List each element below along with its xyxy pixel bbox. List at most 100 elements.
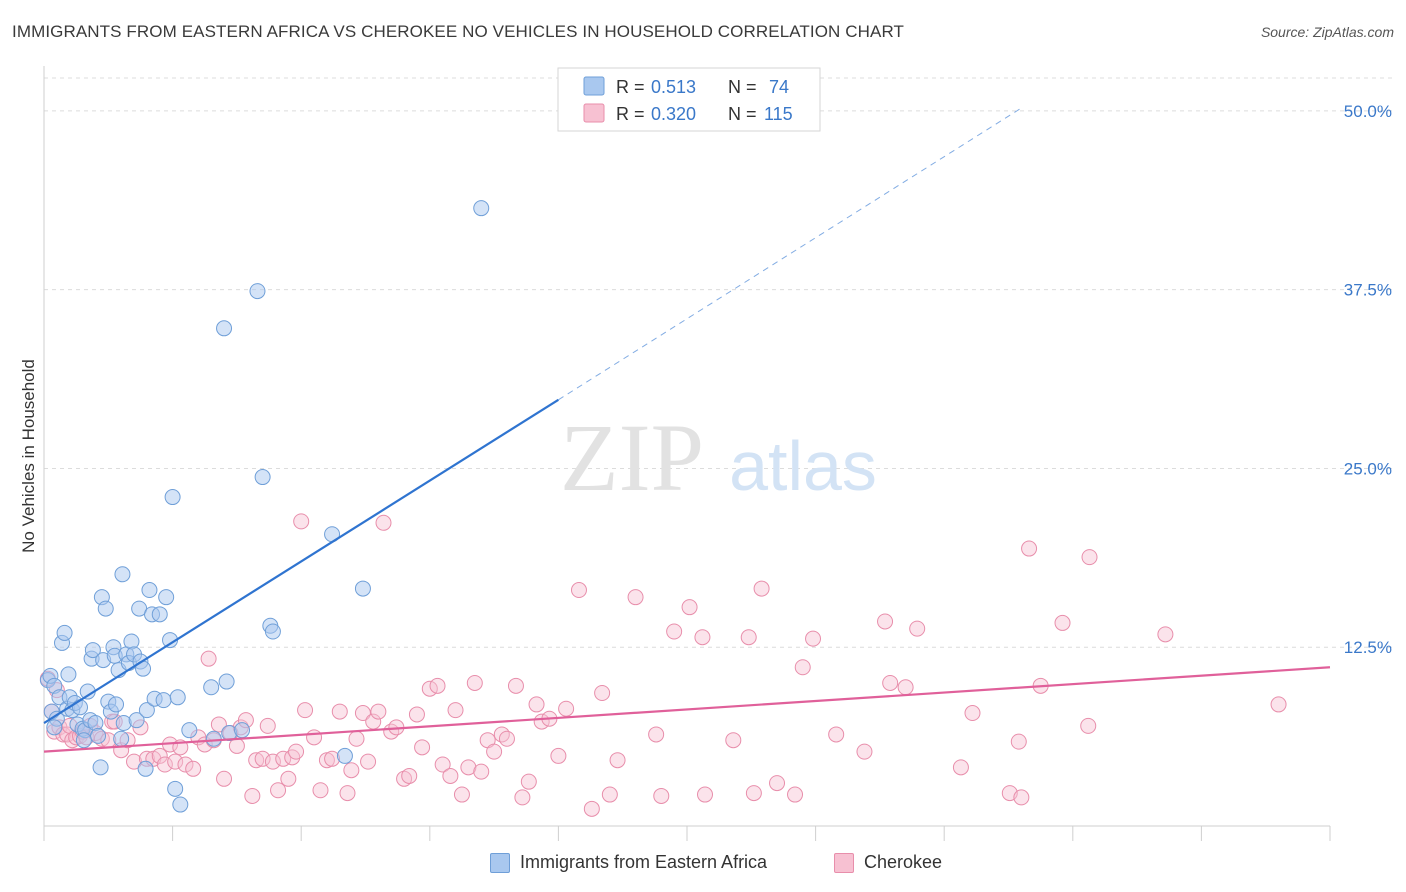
data-point-cherokee xyxy=(897,679,914,696)
data-point-eastern-africa xyxy=(181,722,198,739)
trend-lines xyxy=(43,107,1331,753)
data-point-eastern-africa xyxy=(123,633,140,650)
data-point-eastern-africa xyxy=(155,692,172,709)
data-point-cherokee xyxy=(550,747,567,764)
legend-bottom: Immigrants from Eastern Africa Cherokee xyxy=(0,852,1406,878)
data-point-eastern-africa xyxy=(158,589,175,606)
data-point-cherokee xyxy=(264,753,281,770)
data-point-cherokee xyxy=(414,739,431,756)
data-point-cherokee xyxy=(964,705,981,722)
legend-n-label: N = xyxy=(728,77,757,97)
data-point-cherokee xyxy=(306,729,323,746)
data-point-cherokee xyxy=(259,717,276,734)
data-point-eastern-africa xyxy=(108,696,125,713)
data-point-cherokee xyxy=(270,782,287,799)
data-point-cherokee xyxy=(126,753,143,770)
data-point-cherokee xyxy=(952,759,969,776)
data-point-cherokee xyxy=(493,726,510,743)
data-point-cherokee xyxy=(473,763,490,780)
data-point-cherokee xyxy=(725,732,742,749)
data-point-cherokee xyxy=(244,787,261,804)
data-point-cherokee xyxy=(601,786,618,803)
data-point-eastern-africa xyxy=(114,566,131,583)
legend-top: R = 0.513 N = 74 R = 0.320 N = 115 xyxy=(557,67,821,132)
data-point-cherokee xyxy=(248,752,265,769)
data-point-cherokee xyxy=(1270,696,1287,713)
axes xyxy=(43,66,1331,841)
data-point-cherokee xyxy=(594,684,611,701)
data-point-cherokee xyxy=(1080,717,1097,734)
data-point-cherokee xyxy=(498,730,515,747)
data-point-eastern-africa xyxy=(97,600,114,617)
data-point-cherokee xyxy=(769,775,786,792)
data-point-cherokee xyxy=(280,770,297,787)
data-point-cherokee xyxy=(507,677,524,694)
data-point-cherokee xyxy=(697,786,714,803)
data-point-cherokee xyxy=(787,786,804,803)
data-point-cherokee xyxy=(401,767,418,784)
data-point-cherokee xyxy=(396,770,413,787)
data-point-eastern-africa xyxy=(75,732,92,749)
data-point-cherokee xyxy=(805,630,822,647)
data-point-cherokee xyxy=(740,629,757,646)
data-point-cherokee xyxy=(156,756,173,773)
legend-swatch-pink xyxy=(583,103,605,123)
data-point-cherokee xyxy=(447,702,464,719)
data-point-cherokee xyxy=(228,737,245,754)
trend-line-eastern-africa xyxy=(43,398,559,724)
data-point-cherokee xyxy=(558,700,575,717)
data-point-eastern-africa xyxy=(164,489,181,506)
data-point-cherokee xyxy=(666,623,683,640)
y-tick-label: 37.5% xyxy=(1344,281,1392,300)
data-point-cherokee xyxy=(856,743,873,760)
data-point-eastern-africa xyxy=(473,200,490,217)
data-point-cherokee xyxy=(570,582,587,599)
data-point-eastern-africa xyxy=(203,679,220,696)
data-point-eastern-africa xyxy=(137,760,154,777)
data-point-cherokee xyxy=(375,514,392,531)
legend-swatch-blue xyxy=(583,76,605,96)
y-tick-label: 25.0% xyxy=(1344,459,1392,478)
y-tick-labels: 12.5% 25.0% 37.5% 50.0% xyxy=(1344,102,1392,657)
data-point-cherokee xyxy=(370,703,387,720)
data-point-cherokee xyxy=(1013,789,1030,806)
data-point-cherokee xyxy=(653,787,670,804)
data-point-cherokee xyxy=(609,752,626,769)
data-point-cherokee xyxy=(1157,626,1174,643)
data-point-cherokee xyxy=(828,726,845,743)
data-point-eastern-africa xyxy=(60,666,77,683)
data-point-eastern-africa xyxy=(141,582,158,599)
data-point-cherokee xyxy=(583,800,600,817)
data-point-cherokee xyxy=(293,513,310,530)
data-point-cherokee xyxy=(343,762,360,779)
legend-item-eastern-africa: Immigrants from Eastern Africa xyxy=(490,852,767,873)
data-point-cherokee xyxy=(151,747,168,764)
data-point-cherokee xyxy=(348,730,365,747)
data-point-eastern-africa xyxy=(354,580,371,597)
data-point-eastern-africa xyxy=(167,780,184,797)
data-point-eastern-africa xyxy=(46,719,63,736)
data-point-cherokee xyxy=(200,650,217,667)
data-point-cherokee xyxy=(1054,614,1071,631)
pink-points xyxy=(39,513,1287,817)
data-point-cherokee xyxy=(297,702,314,719)
data-point-cherokee xyxy=(288,743,305,760)
data-point-cherokee xyxy=(210,716,227,733)
data-point-eastern-africa xyxy=(336,747,353,764)
data-point-eastern-africa xyxy=(90,727,107,744)
data-point-cherokee xyxy=(882,674,899,691)
data-point-eastern-africa xyxy=(264,623,281,640)
data-point-cherokee xyxy=(434,756,451,773)
data-point-cherokee xyxy=(486,743,503,760)
watermark: ZIP atlas xyxy=(560,404,877,511)
data-point-eastern-africa xyxy=(84,642,101,659)
data-point-cherokee xyxy=(408,706,425,723)
data-point-cherokee xyxy=(254,750,271,767)
trend-line-cherokee xyxy=(43,666,1331,753)
data-point-cherokee xyxy=(177,756,194,773)
legend-swatch-blue xyxy=(490,852,510,873)
legend-label: Immigrants from Eastern Africa xyxy=(520,852,768,872)
data-point-eastern-africa xyxy=(172,796,189,813)
data-point-cherokee xyxy=(442,767,459,784)
data-point-cherokee xyxy=(339,785,356,802)
